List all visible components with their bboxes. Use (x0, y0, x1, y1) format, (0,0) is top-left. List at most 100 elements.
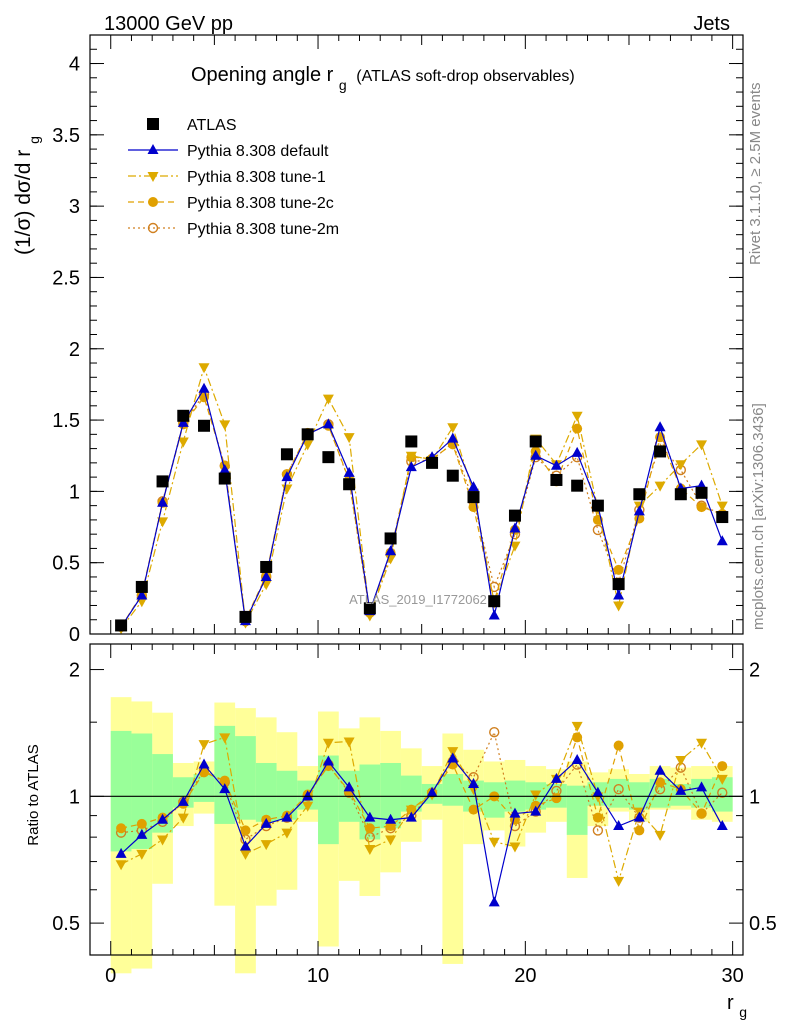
data-point (571, 479, 584, 492)
data-point (156, 475, 169, 488)
ratio-point (385, 813, 397, 824)
chart-title-suffix: (ATLAS soft-drop observables) (356, 68, 574, 85)
legend-label: Pythia 8.308 tune-1 (187, 169, 326, 186)
data-point (343, 478, 356, 491)
ratio-xtick-label: 30 (722, 965, 744, 987)
ratio-point (488, 837, 500, 848)
data-point (281, 471, 293, 482)
data-point (405, 461, 417, 472)
ratio-point (468, 804, 479, 815)
ratio-point (468, 777, 480, 788)
data-point (447, 423, 459, 434)
ratio-point (198, 758, 210, 769)
data-point (695, 486, 708, 499)
data-point (405, 451, 417, 462)
legend-entry: ATLAS (147, 117, 237, 134)
data-point (218, 472, 231, 485)
ratio-point (240, 825, 251, 836)
ratio-point (343, 781, 355, 792)
data-point (654, 445, 667, 458)
legend-marker (147, 222, 159, 234)
data-point (136, 589, 148, 600)
band-inner-bin (276, 770, 298, 820)
data-point (177, 416, 189, 427)
ratio-point (696, 808, 707, 819)
ratio-point (571, 721, 583, 732)
ratio-point (634, 825, 645, 836)
data-point (343, 466, 355, 477)
band-inner-bin (711, 777, 733, 812)
data-point (633, 505, 645, 516)
band-inner-bin (131, 733, 153, 849)
legend-marker (147, 144, 159, 154)
data-point (177, 437, 189, 448)
main-ytick-label: 1 (69, 481, 80, 503)
legend-label: Pythia 8.308 tune-2c (187, 195, 334, 212)
legend: ATLAS Pythia 8.308 default Pythia 8.308 tu… (128, 117, 339, 238)
ratio-point (509, 842, 521, 853)
data-point (571, 411, 583, 422)
data-point (633, 488, 646, 501)
ratio-point (219, 783, 231, 794)
legend-marker (148, 197, 158, 207)
ratio-point (136, 818, 147, 829)
data-point (447, 432, 459, 443)
ratio-point (530, 790, 542, 801)
data-point (322, 418, 334, 429)
ratio-point (364, 811, 376, 822)
ratio-point (260, 840, 272, 851)
ratio-ytick-label-right: 1 (749, 786, 760, 808)
legend-entry: Pythia 8.308 tune-2m (128, 221, 339, 238)
header-category: Jets (693, 13, 730, 35)
main-frame (89, 34, 744, 635)
ratio-xtick-label: 10 (307, 965, 329, 987)
ratio-ytick-label: 0.5 (52, 913, 80, 935)
ratio-point (426, 786, 438, 797)
data-point (281, 484, 293, 495)
main-ytick-label: 4 (69, 54, 80, 76)
data-point (322, 394, 334, 405)
ratio-point (551, 793, 562, 804)
ratio-point (343, 737, 355, 748)
ratio-uncertainty-bands (110, 697, 733, 974)
data-point (198, 363, 210, 374)
ratio-point (675, 784, 687, 795)
mcplots-credit-label: mcplots.cern.ch [arXiv:1306.3436] (750, 403, 767, 630)
ratio-point (696, 738, 708, 749)
data-point (530, 449, 542, 460)
main-ylabel-text: (1/σ) dσ/d r (12, 150, 35, 255)
band-inner-bin (691, 778, 712, 808)
band-inner-bin (255, 762, 277, 822)
ratio-point (136, 828, 148, 839)
ratio-point (550, 772, 562, 783)
ratio-line (120, 724, 723, 884)
main-ylabel-subscript: g (26, 136, 42, 144)
main-ytick-label: 2 (69, 339, 80, 361)
data-point (674, 488, 687, 501)
data-point (363, 602, 376, 615)
main-ytick-label: 3 (69, 196, 80, 218)
data-point (177, 409, 190, 422)
data-point (529, 435, 542, 448)
ratio-xlabel-subscript: g (739, 1004, 747, 1020)
ratio-xlabel: r g (727, 992, 747, 1020)
data-point (675, 460, 687, 471)
data-point (488, 609, 500, 620)
ratio-point (115, 847, 127, 858)
rivet-version-label: Rivet 3.1.10, ≥ 2.5M events (747, 83, 764, 266)
ratio-point (447, 747, 459, 758)
ratio-point (613, 820, 625, 831)
data-point (550, 473, 563, 486)
main-ytick-label: 1.5 (52, 410, 80, 432)
series-line (120, 365, 723, 629)
ratio-series-group (115, 721, 728, 907)
ratio-point (530, 805, 542, 816)
analysis-watermark: ATLAS_2019_I1772062 (349, 592, 487, 607)
data-point (260, 560, 273, 573)
data-point (239, 610, 252, 623)
ratio-point (489, 727, 500, 738)
ratio-xtick-label: 20 (514, 965, 536, 987)
ratio-point (654, 830, 666, 841)
legend-entry: Pythia 8.308 tune-1 (128, 169, 326, 186)
